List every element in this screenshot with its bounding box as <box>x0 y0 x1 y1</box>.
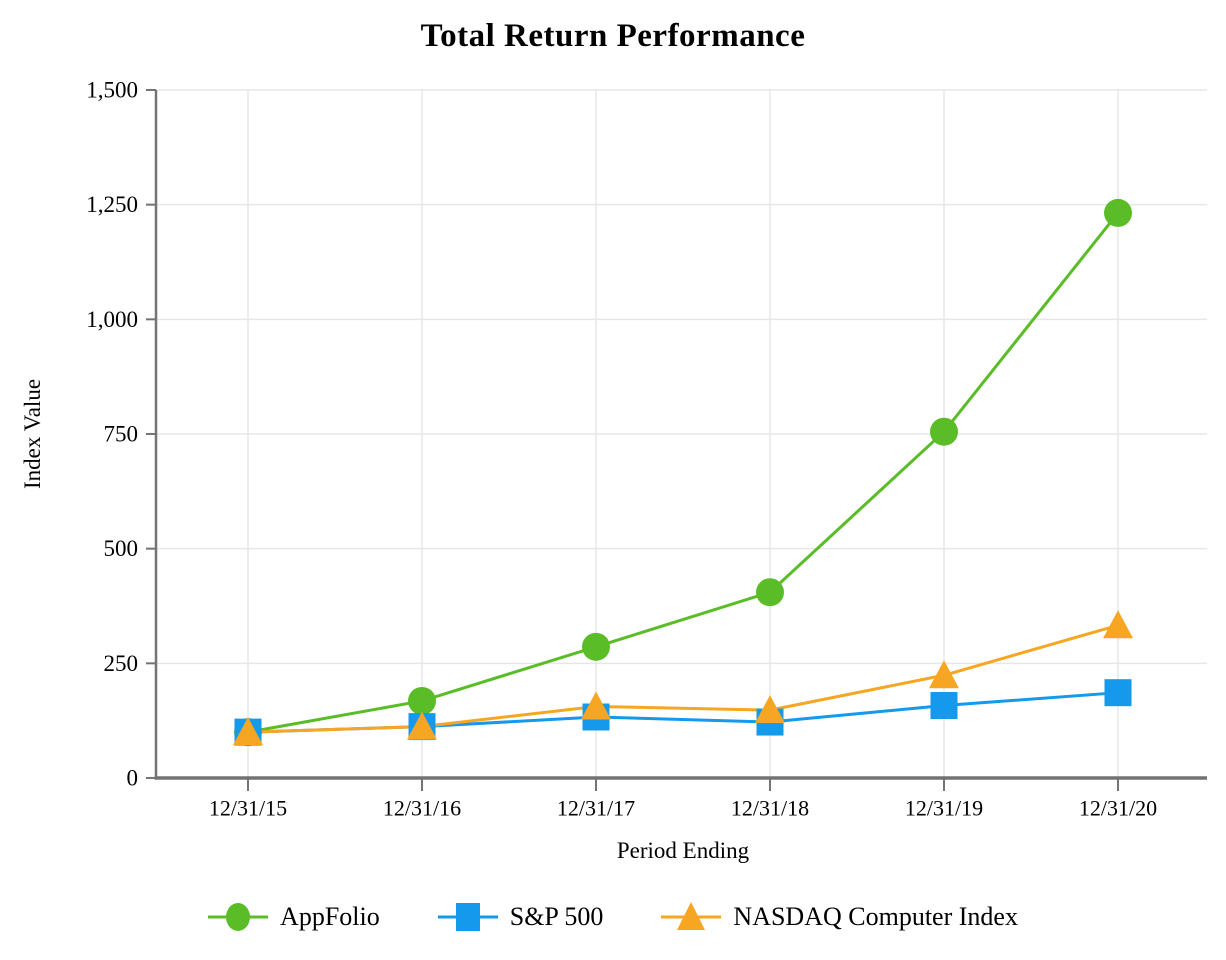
y-tick-label: 500 <box>104 536 139 561</box>
x-tick-label: 12/31/16 <box>383 796 461 821</box>
data-point-triangle <box>1103 610 1133 639</box>
x-tick-label: 12/31/20 <box>1079 796 1157 821</box>
circle-marker-icon <box>208 903 269 931</box>
y-axis-title: Index Value <box>20 378 45 490</box>
data-point-circle <box>582 632 610 661</box>
y-tick-label: 250 <box>104 651 139 676</box>
series-line-circle <box>247 211 1120 734</box>
data-point-circle <box>756 578 784 607</box>
square-marker-icon <box>437 903 498 931</box>
data-point-triangle <box>929 660 959 689</box>
chart-title: Total Return Performance <box>420 18 806 54</box>
legend: AppFolio S&P 500 NASDAQ Computer Index <box>0 888 1226 946</box>
data-point-triangle <box>755 695 785 724</box>
data-point-square <box>1104 679 1132 707</box>
legend-label: AppFolio <box>280 902 380 931</box>
data-point-circle <box>930 417 958 446</box>
y-tick-label: 0 <box>127 766 139 791</box>
data-point-triangle <box>233 717 263 746</box>
legend-item-nasdaq-computer-index: NASDAQ Computer Index <box>661 896 1018 938</box>
legend-label: S&P 500 <box>509 902 604 931</box>
y-tick-label: 1,500 <box>86 78 138 103</box>
data-point-circle <box>1104 198 1132 227</box>
x-tick-label: 12/31/19 <box>905 796 983 821</box>
data-point-circle <box>408 686 436 715</box>
legend-item-appfolio: AppFolio <box>208 896 380 938</box>
legend-item-s-p-500: S&P 500 <box>437 896 604 938</box>
y-tick-label: 1,250 <box>86 192 138 217</box>
series-line-triangle <box>247 623 1119 734</box>
performance-line-chart: 0 250 500 750 1,000 1,250 1,500 12/31/15 12/31/1… <box>86 78 1207 821</box>
y-tick-label: 750 <box>104 422 139 447</box>
x-tick-label: 12/31/18 <box>731 796 809 821</box>
legend-label: NASDAQ Computer Index <box>733 902 1018 931</box>
x-tick-label: 12/31/15 <box>209 796 287 821</box>
data-point-triangle <box>581 691 611 720</box>
data-point-triangle <box>407 711 437 740</box>
series-line-square <box>247 691 1119 734</box>
x-axis-title: Period Ending <box>616 838 750 863</box>
triangle-marker-icon <box>661 902 722 930</box>
data-point-square <box>930 692 958 720</box>
y-tick-label: 1,000 <box>86 307 138 332</box>
x-tick-label: 12/31/17 <box>557 796 635 821</box>
